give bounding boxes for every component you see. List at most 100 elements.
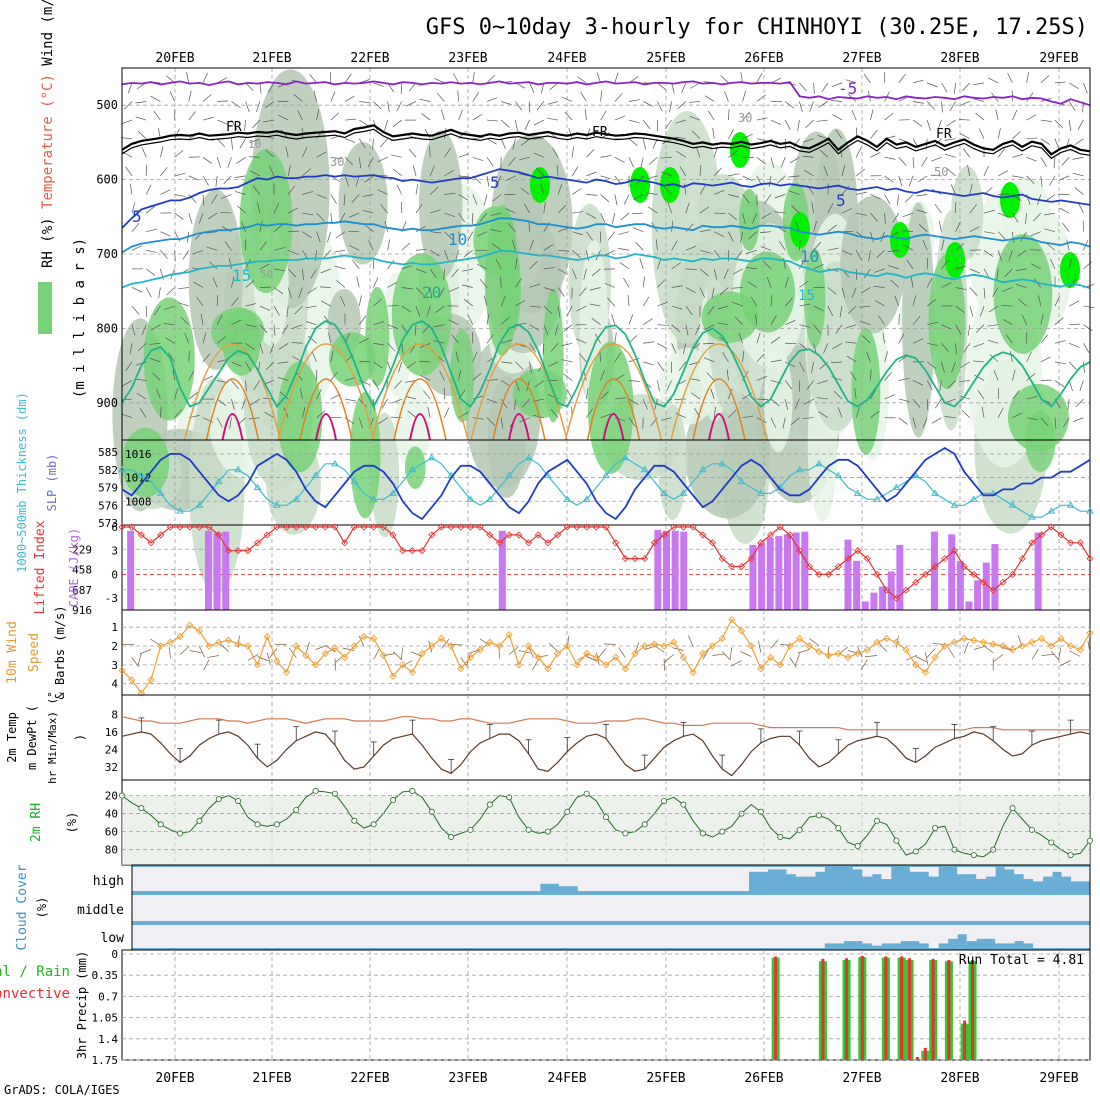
wind-barb <box>750 296 758 307</box>
wind-barb <box>643 318 653 325</box>
wind-barb <box>728 388 733 400</box>
cloud-clear-cell <box>957 925 968 935</box>
temp-axis-label-2: m DewPt ( <box>25 705 39 770</box>
wind-barb <box>245 324 257 328</box>
wind-barb <box>969 287 978 296</box>
precip-tick: 0.7 <box>98 990 118 1003</box>
wind-barb <box>902 230 914 233</box>
wind-barb <box>1054 317 1064 325</box>
wind-barb <box>898 333 905 344</box>
cloud-clear-cell <box>388 925 399 948</box>
wind-barb <box>193 281 204 288</box>
wind-barb <box>894 295 900 307</box>
cloud-clear-cell <box>729 895 740 921</box>
wind-barb <box>206 231 218 234</box>
thickness-marker <box>931 489 940 496</box>
wind-barb <box>926 361 937 369</box>
wind-barb <box>756 332 761 344</box>
wind-barb <box>121 413 133 419</box>
wind-barb <box>1079 380 1084 391</box>
cape-bar <box>1034 532 1042 610</box>
cloud-clear-cell <box>321 895 332 921</box>
li-marker <box>437 523 446 531</box>
wind-barb <box>998 193 1010 195</box>
precip-tick: 1.05 <box>92 1012 119 1025</box>
wind-barb <box>1054 119 1064 129</box>
wind-barb <box>392 119 403 127</box>
wind10m-barb <box>838 646 848 655</box>
li-marker <box>583 523 591 531</box>
wind-barb <box>125 361 133 372</box>
cape-bar <box>775 536 783 610</box>
wind-barb <box>846 355 857 363</box>
wind-barb <box>387 281 398 288</box>
wind-barb <box>373 321 385 326</box>
wind-barb <box>207 212 218 220</box>
wind-barb <box>1069 300 1080 307</box>
wind-tick: 1 <box>111 621 118 634</box>
wind-barb <box>202 116 214 121</box>
cloud-clear-cell <box>397 925 408 948</box>
cloud-clear-cell <box>350 895 361 921</box>
thickness-tick: 573 <box>98 517 118 530</box>
wind-barb <box>259 220 263 232</box>
cloud-clear-cell <box>1023 867 1034 879</box>
rh-shade-bright <box>790 212 810 248</box>
rh-marker <box>564 808 571 815</box>
wind-barb <box>1026 351 1032 363</box>
wind-barb <box>330 351 334 362</box>
wind-barb <box>1083 343 1090 353</box>
wind10m-barb <box>1041 654 1054 656</box>
cloud-clear-cell <box>881 895 892 921</box>
wind-barb <box>685 268 697 270</box>
pressure-tick-label: 600 <box>96 173 118 187</box>
wind-barb <box>707 305 715 316</box>
wind-barb <box>462 284 473 288</box>
cloud-clear-cell <box>767 895 778 921</box>
cloud-clear-cell <box>900 925 911 942</box>
wind-barb <box>406 361 417 369</box>
dewpoint-line <box>121 716 1090 731</box>
li-marker <box>534 531 542 539</box>
wind-barb <box>677 101 687 110</box>
rh-shade <box>840 195 906 334</box>
li-marker <box>660 531 668 539</box>
wind-barb <box>415 305 421 317</box>
cloud-clear-cell <box>407 925 418 948</box>
wind-barb <box>589 287 601 291</box>
li-marker <box>728 562 736 571</box>
cloud-clear-cell <box>530 925 541 948</box>
wind-barb <box>455 351 459 362</box>
cloud-clear-cell <box>160 925 171 948</box>
wind-barb <box>174 388 178 400</box>
wind-barb <box>543 287 555 292</box>
wind-barb <box>756 73 763 84</box>
wind-barb <box>359 101 371 104</box>
wind-barb <box>349 244 360 251</box>
cloud-clear-cell <box>340 925 351 948</box>
cape-bar <box>930 531 938 610</box>
wind-barb <box>642 276 645 288</box>
rh-marker <box>815 812 822 819</box>
wind-barb <box>898 377 910 381</box>
precip-conv-bar <box>884 956 888 1060</box>
thickness-marker <box>660 489 668 496</box>
cloud-clear-cell <box>871 867 882 875</box>
wind-barb <box>554 324 559 336</box>
wind-barb <box>818 411 828 418</box>
wind-barb <box>728 128 735 139</box>
wind10m-marker <box>137 689 145 697</box>
wind10m-barb <box>932 643 945 645</box>
cloud-clear-cell <box>388 867 399 891</box>
wind-barb <box>137 343 147 352</box>
wind-barb <box>572 231 583 236</box>
cloud-clear-cell <box>217 895 228 921</box>
wind-barb <box>770 336 781 344</box>
wind-barb <box>813 264 824 270</box>
wind-barb <box>563 324 573 332</box>
cloud-clear-cell <box>207 895 218 921</box>
cloud-clear-cell <box>1004 895 1015 921</box>
wind-barb <box>373 298 382 307</box>
wind-barb <box>231 319 242 325</box>
wind-barb <box>156 388 161 400</box>
